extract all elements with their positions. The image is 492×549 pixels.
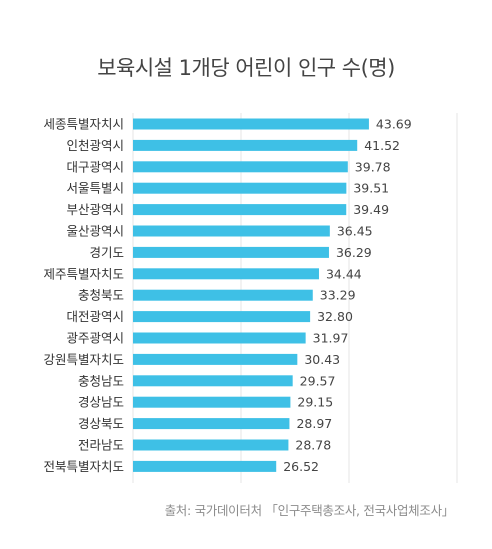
bar bbox=[133, 204, 347, 216]
category-label: 강원특별자치도 bbox=[43, 352, 124, 367]
bar bbox=[133, 225, 330, 237]
category-label: 세종특별자치시 bbox=[43, 117, 124, 132]
bar bbox=[133, 246, 329, 258]
category-label: 제주특별자치도 bbox=[43, 266, 124, 281]
bar bbox=[133, 418, 290, 430]
chart-title: 보육시설 1개당 어린이 인구 수(명) bbox=[97, 56, 395, 80]
bar bbox=[133, 139, 358, 151]
data-label: 39.78 bbox=[355, 159, 391, 174]
data-label: 33.29 bbox=[320, 288, 356, 303]
bar bbox=[133, 439, 289, 451]
bar bbox=[133, 182, 347, 194]
category-label: 인천광역시 bbox=[66, 138, 124, 153]
category-label: 부산광역시 bbox=[66, 202, 124, 217]
bar bbox=[133, 332, 306, 344]
category-label: 울산광역시 bbox=[66, 224, 124, 239]
data-label: 26.52 bbox=[283, 459, 319, 474]
source-note: 출처: 국가데이터처 「인구주택총조사, 전국사업체조사」 bbox=[164, 503, 455, 518]
bar bbox=[133, 289, 313, 301]
data-label: 28.97 bbox=[296, 416, 332, 431]
data-label: 39.51 bbox=[353, 181, 389, 196]
category-label: 경상북도 bbox=[78, 416, 124, 431]
category-label: 충청남도 bbox=[78, 373, 124, 388]
data-label: 31.97 bbox=[313, 331, 349, 346]
data-label: 36.45 bbox=[337, 224, 373, 239]
bar bbox=[133, 118, 369, 130]
category-label: 전라남도 bbox=[78, 438, 124, 453]
bar bbox=[133, 353, 298, 365]
bar bbox=[133, 268, 319, 280]
data-label: 43.69 bbox=[376, 117, 412, 132]
category-label: 서울특별시 bbox=[66, 181, 124, 196]
category-label: 광주광역시 bbox=[66, 331, 124, 346]
category-label: 경상남도 bbox=[78, 395, 124, 410]
category-label: 대전광역시 bbox=[66, 309, 124, 324]
data-label: 28.78 bbox=[295, 438, 331, 453]
data-label: 39.49 bbox=[353, 202, 389, 217]
bar bbox=[133, 396, 291, 408]
bar bbox=[133, 375, 293, 387]
category-label: 대구광역시 bbox=[66, 159, 124, 174]
bar bbox=[133, 311, 311, 323]
data-label: 34.44 bbox=[326, 266, 362, 281]
bar bbox=[133, 161, 348, 173]
data-label: 30.43 bbox=[304, 352, 340, 367]
category-label: 충청북도 bbox=[78, 288, 124, 303]
bar bbox=[133, 460, 277, 472]
data-label: 36.29 bbox=[336, 245, 372, 260]
data-label: 29.57 bbox=[300, 373, 336, 388]
category-label: 전북특별자치도 bbox=[43, 459, 124, 474]
data-label: 32.80 bbox=[317, 309, 353, 324]
data-label: 41.52 bbox=[364, 138, 400, 153]
data-label: 29.15 bbox=[297, 395, 333, 410]
category-label: 경기도 bbox=[89, 245, 124, 260]
